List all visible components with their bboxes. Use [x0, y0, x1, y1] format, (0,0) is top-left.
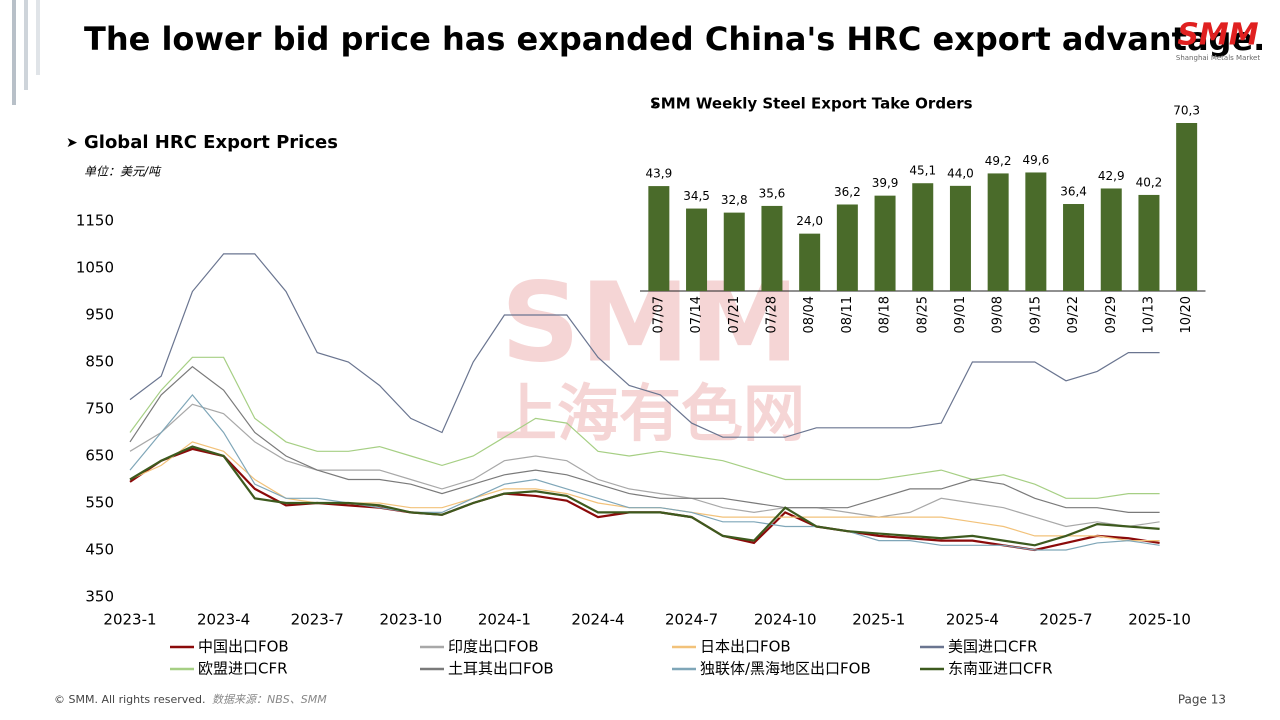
x-tick-label: 07/21	[727, 296, 742, 333]
bar	[686, 208, 708, 291]
x-tick-label: 08/11	[840, 296, 855, 333]
x-tick-label: 09/08	[991, 296, 1006, 333]
x-tick-label: 2024-4	[571, 611, 624, 629]
x-tick-label: 08/25	[915, 296, 930, 333]
value-label: 43,9	[645, 167, 672, 181]
legend-label: 独联体/黑海地区出口FOB	[700, 660, 871, 678]
x-tick-label: 2023-7	[291, 611, 344, 629]
unit-label: 单位：美元/吨	[84, 165, 162, 179]
value-label: 45,1	[909, 164, 936, 178]
legend-label: 欧盟进口CFR	[198, 660, 288, 678]
y-tick-label: 1050	[76, 259, 114, 277]
x-tick-label: 2023-4	[197, 611, 250, 629]
x-tick-label: 10/20	[1179, 296, 1194, 333]
x-tick-label: 08/18	[878, 296, 893, 333]
bar	[1063, 204, 1085, 291]
value-label: 40,2	[1136, 175, 1163, 189]
logo: SMM	[1177, 18, 1258, 53]
x-tick-label: 2023-1	[103, 611, 156, 629]
x-tick-label: 09/22	[1066, 296, 1081, 333]
bullet: ➤	[650, 97, 660, 111]
x-tick-label: 2023-10	[379, 611, 442, 629]
page-number: Page 13	[1178, 693, 1226, 707]
bar	[1176, 123, 1198, 291]
x-tick-label: 07/28	[764, 296, 779, 333]
series-line	[129, 445, 1160, 547]
y-tick-label: 1150	[76, 212, 114, 230]
value-label: 49,2	[985, 154, 1012, 168]
y-tick-label: 550	[85, 494, 114, 512]
value-label: 35,6	[759, 186, 786, 200]
value-label: 36,2	[834, 185, 861, 199]
y-tick-label: 750	[85, 400, 114, 418]
x-tick-label: 2025-4	[946, 611, 999, 629]
deco-bar	[24, 0, 28, 90]
bar	[1025, 172, 1047, 291]
legend-label: 中国出口FOB	[198, 638, 289, 656]
watermark: 上海有色网	[495, 377, 805, 450]
copyright: © SMM. All rights reserved.	[54, 693, 206, 706]
x-tick-label: 09/15	[1028, 296, 1043, 333]
series-line	[129, 253, 1160, 438]
x-tick-label: 2024-7	[665, 611, 718, 629]
bar	[648, 186, 670, 291]
y-tick-label: 850	[85, 353, 114, 371]
chart-title: Global HRC Export Prices	[84, 132, 338, 153]
bullet: ➤	[66, 135, 78, 151]
bar	[912, 183, 934, 291]
x-tick-label: 07/07	[651, 296, 666, 333]
value-label: 42,9	[1098, 169, 1125, 183]
legend-label: 美国进口CFR	[948, 638, 1038, 656]
legend-label: 土耳其出口FOB	[448, 660, 554, 678]
bar	[723, 212, 745, 291]
chart-title: SMM Weekly Steel Export Take Orders	[650, 95, 973, 113]
value-label: 70,3	[1173, 104, 1200, 118]
value-label: 39,9	[872, 176, 899, 190]
bar	[874, 195, 896, 291]
bar	[799, 233, 821, 291]
bar	[761, 205, 783, 291]
bar	[1100, 188, 1122, 291]
bar	[949, 185, 971, 291]
logo-subtitle: Shanghai Metals Market	[1176, 54, 1260, 62]
y-tick-label: 950	[85, 306, 114, 324]
value-label: 24,0	[796, 214, 823, 228]
x-tick-label: 07/14	[689, 296, 704, 333]
series-line	[129, 356, 1160, 499]
x-tick-label: 2024-1	[478, 611, 531, 629]
deco-bar	[12, 0, 16, 105]
x-tick-label: 2024-10	[754, 611, 817, 629]
value-label: 32,8	[721, 193, 748, 207]
series-line	[129, 447, 1160, 552]
value-label: 36,4	[1060, 185, 1087, 199]
source: 数据来源：NBS、SMM	[212, 693, 327, 706]
x-tick-label: 2025-10	[1128, 611, 1191, 629]
legend-label: 东南亚进口CFR	[948, 660, 1053, 678]
x-tick-label: 2025-1	[852, 611, 905, 629]
legend-label: 印度出口FOB	[448, 638, 539, 656]
x-tick-label: 09/01	[953, 296, 968, 333]
y-tick-label: 350	[85, 588, 114, 606]
value-label: 34,5	[683, 189, 710, 203]
series-line	[129, 365, 1160, 514]
x-tick-label: 2025-7	[1039, 611, 1092, 629]
bar	[836, 204, 858, 291]
value-label: 49,6	[1022, 153, 1049, 167]
x-tick-label: 09/29	[1104, 296, 1119, 333]
slide-title: The lower bid price has expanded China's…	[84, 20, 1265, 58]
legend-label: 日本出口FOB	[700, 638, 791, 656]
x-tick-label: 08/04	[802, 296, 817, 333]
series-line	[129, 393, 1160, 551]
bar	[987, 173, 1009, 291]
series-line	[129, 403, 1160, 528]
y-tick-label: 650	[85, 447, 114, 465]
bar	[1138, 194, 1160, 291]
deco-bar	[36, 0, 40, 75]
x-tick-label: 10/13	[1141, 296, 1156, 333]
y-tick-label: 450	[85, 541, 114, 559]
value-label: 44,0	[947, 166, 974, 180]
